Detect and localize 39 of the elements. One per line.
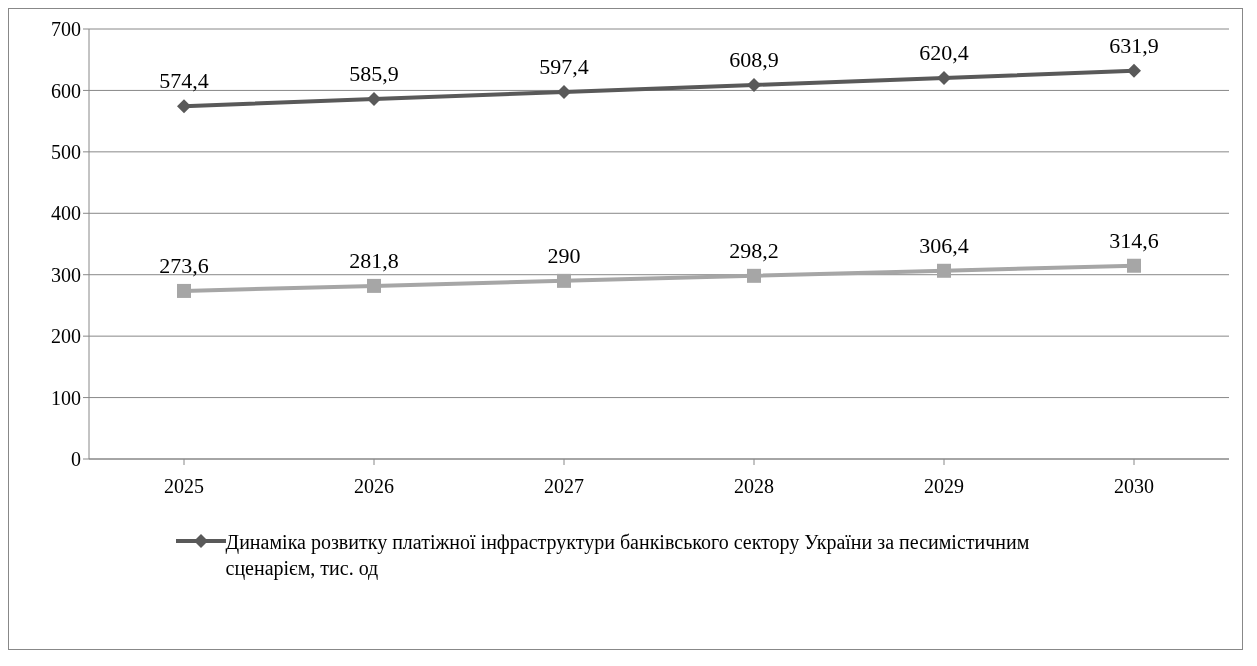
data-label: 597,4 bbox=[539, 54, 589, 80]
point bbox=[937, 70, 951, 85]
x-tick-label: 2027 bbox=[544, 475, 584, 498]
point bbox=[1127, 63, 1141, 78]
x-tick-label: 2026 bbox=[354, 475, 394, 498]
point bbox=[557, 85, 571, 100]
y-tick-label: 100 bbox=[51, 386, 81, 409]
legend-label: Динаміка розвитку платіжної інфраструктури банківського сектору України за песимістичним сценарієм, тис. од bbox=[225, 530, 1031, 581]
y-tick-label: 600 bbox=[51, 79, 81, 102]
point bbox=[177, 283, 191, 298]
data-label: 298,2 bbox=[729, 237, 779, 263]
y-tick-label: 500 bbox=[51, 140, 81, 163]
data-label: 585,9 bbox=[349, 61, 399, 87]
data-label: 306,4 bbox=[919, 232, 969, 258]
y-tick-label: 700 bbox=[51, 18, 81, 41]
x-tick-label: 2030 bbox=[1114, 475, 1154, 498]
x-tick-label: 2025 bbox=[164, 475, 204, 498]
y-tick-label: 0 bbox=[71, 448, 81, 471]
data-label: 608,9 bbox=[729, 46, 779, 72]
y-tick-label: 300 bbox=[51, 263, 81, 286]
point bbox=[557, 273, 571, 288]
point bbox=[1127, 258, 1141, 273]
data-label: 574,4 bbox=[159, 68, 209, 94]
y-tick-label: 200 bbox=[51, 325, 81, 348]
point bbox=[747, 77, 761, 92]
y-tick-label: 400 bbox=[51, 202, 81, 225]
data-label: 314,6 bbox=[1109, 227, 1159, 253]
data-label: 290 bbox=[547, 242, 581, 268]
point bbox=[367, 278, 381, 293]
point bbox=[937, 263, 951, 278]
point bbox=[747, 268, 761, 283]
x-tick-label: 2028 bbox=[734, 475, 774, 498]
data-label: 281,8 bbox=[349, 247, 399, 273]
data-label: 273,6 bbox=[159, 252, 209, 278]
data-label: 631,9 bbox=[1109, 32, 1159, 58]
x-tick-label: 2029 bbox=[924, 475, 964, 498]
point bbox=[177, 99, 191, 114]
data-label: 620,4 bbox=[919, 39, 969, 65]
point bbox=[367, 92, 381, 107]
